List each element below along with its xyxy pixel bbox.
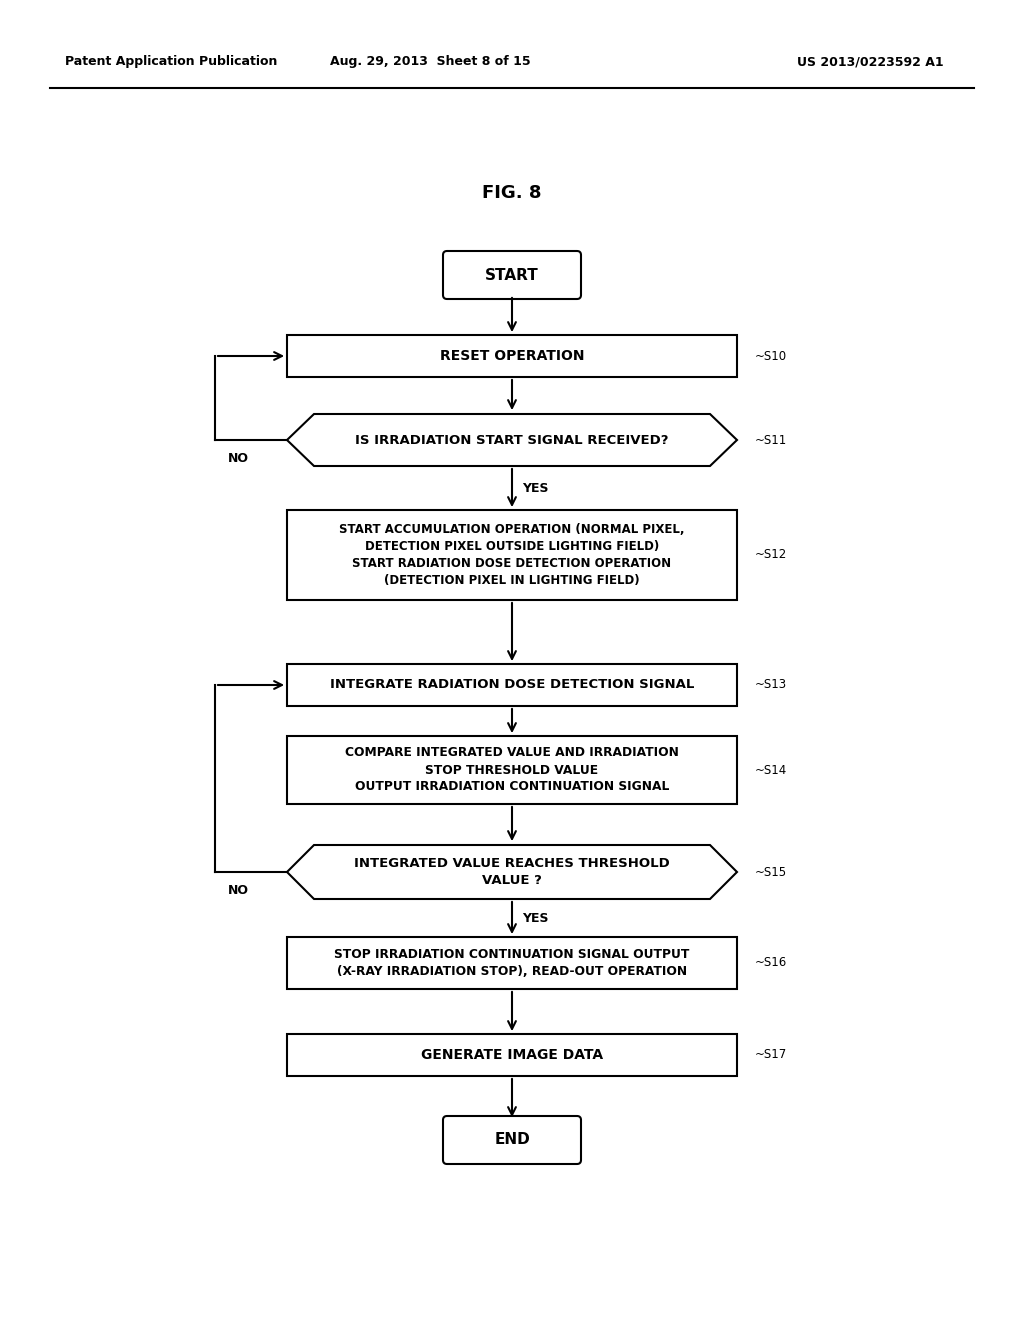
Bar (287, 664, 737, 706)
Text: NO: NO (228, 451, 249, 465)
Text: START ACCUMULATION OPERATION (NORMAL PIXEL,
DETECTION PIXEL OUTSIDE LIGHTING FIE: START ACCUMULATION OPERATION (NORMAL PIX… (339, 523, 685, 587)
Text: ~S12: ~S12 (755, 549, 787, 561)
Text: INTEGRATED VALUE REACHES THRESHOLD
VALUE ?: INTEGRATED VALUE REACHES THRESHOLD VALUE… (354, 857, 670, 887)
Text: ~S10: ~S10 (755, 350, 787, 363)
Text: NO: NO (228, 883, 249, 896)
Text: STOP IRRADIATION CONTINUATION SIGNAL OUTPUT
(X-RAY IRRADIATION STOP), READ-OUT O: STOP IRRADIATION CONTINUATION SIGNAL OUT… (334, 948, 690, 978)
Bar (287, 1034, 737, 1076)
Bar (287, 335, 737, 378)
Text: Patent Application Publication: Patent Application Publication (65, 55, 278, 69)
Text: RESET OPERATION: RESET OPERATION (439, 348, 585, 363)
Text: ~S11: ~S11 (755, 433, 787, 446)
Text: ~S15: ~S15 (755, 866, 787, 879)
Text: FIG. 8: FIG. 8 (482, 183, 542, 202)
Text: INTEGRATE RADIATION DOSE DETECTION SIGNAL: INTEGRATE RADIATION DOSE DETECTION SIGNA… (330, 678, 694, 692)
Text: END: END (495, 1133, 529, 1147)
Text: ~S16: ~S16 (755, 957, 787, 969)
Text: YES: YES (522, 482, 549, 495)
Text: Aug. 29, 2013  Sheet 8 of 15: Aug. 29, 2013 Sheet 8 of 15 (330, 55, 530, 69)
Bar (287, 937, 737, 989)
Text: ~S13: ~S13 (755, 678, 787, 692)
FancyBboxPatch shape (443, 251, 581, 300)
Polygon shape (287, 845, 737, 899)
Polygon shape (287, 414, 737, 466)
Text: ~S14: ~S14 (755, 763, 787, 776)
Text: START: START (485, 268, 539, 282)
Text: GENERATE IMAGE DATA: GENERATE IMAGE DATA (421, 1048, 603, 1063)
Text: US 2013/0223592 A1: US 2013/0223592 A1 (797, 55, 943, 69)
Text: YES: YES (522, 912, 549, 924)
Bar (287, 737, 737, 804)
Bar (287, 510, 737, 601)
Text: COMPARE INTEGRATED VALUE AND IRRADIATION
STOP THRESHOLD VALUE
OUTPUT IRRADIATION: COMPARE INTEGRATED VALUE AND IRRADIATION… (345, 747, 679, 793)
Text: ~S17: ~S17 (755, 1048, 787, 1061)
Text: IS IRRADIATION START SIGNAL RECEIVED?: IS IRRADIATION START SIGNAL RECEIVED? (355, 433, 669, 446)
FancyBboxPatch shape (443, 1115, 581, 1164)
